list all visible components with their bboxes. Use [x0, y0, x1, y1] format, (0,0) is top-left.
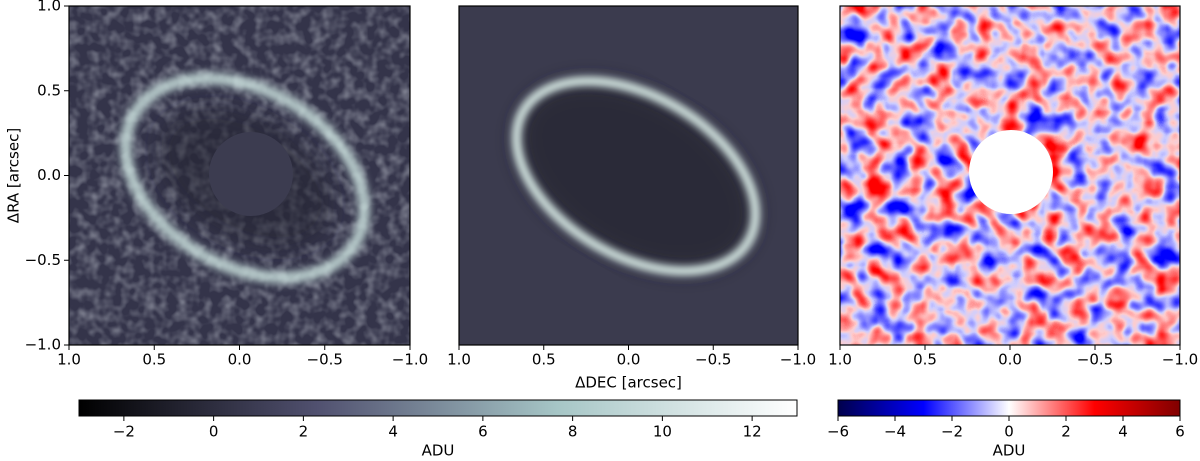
x-tick-label: 0.0 — [998, 351, 1022, 369]
colorbar — [837, 399, 1181, 417]
disk-ring — [119, 72, 371, 284]
x-tick-label: 0.5 — [532, 351, 556, 369]
x-tick-label: 1.0 — [447, 351, 471, 369]
mask — [969, 130, 1053, 214]
x-tick-label: −1.0 — [780, 351, 816, 369]
residual-image — [840, 6, 1180, 345]
x-tick-label: −0.5 — [1077, 351, 1113, 369]
colorbar-tick-label: −2 — [113, 423, 135, 441]
x-tick-label: 1.0 — [828, 351, 852, 369]
x-tick-label: −0.5 — [307, 351, 343, 369]
disk-ring — [512, 76, 760, 276]
colorbar-tick-label: 8 — [568, 423, 578, 441]
disk-interior — [516, 81, 756, 271]
mask — [209, 132, 293, 216]
x-tick-label: −1.0 — [1162, 351, 1198, 369]
x-tick-label: 0.5 — [142, 351, 166, 369]
model-image — [459, 6, 798, 345]
colorbar-tick-label: 4 — [388, 423, 398, 441]
y-tick-label: −1.0 — [25, 336, 61, 354]
x-tick-label: 1.0 — [57, 351, 81, 369]
colorbar-tick-label: 0 — [209, 423, 219, 441]
colorbar-tick-label: 2 — [299, 423, 309, 441]
colorbar-tick-label: 2 — [1061, 423, 1071, 441]
observed-image — [69, 6, 410, 345]
colorbar-tick-label: 0 — [1004, 423, 1014, 441]
x-tick-label: 0.0 — [228, 351, 252, 369]
colorbar-tick-label: −4 — [884, 423, 906, 441]
x-axis-label: ΔDEC [arcsec] — [575, 374, 682, 392]
y-tick-label: 1.0 — [37, 0, 61, 15]
colorbar — [78, 399, 798, 417]
colorbar-label: ADU — [422, 442, 455, 460]
y-tick-label: 0.0 — [37, 166, 61, 184]
x-tick-label: 0.5 — [913, 351, 937, 369]
x-tick-label: −1.0 — [392, 351, 428, 369]
colorbar-tick-label: 12 — [743, 423, 762, 441]
colorbar-tick-label: −6 — [827, 423, 849, 441]
x-tick-label: −0.5 — [695, 351, 731, 369]
y-tick-label: 0.5 — [37, 81, 61, 99]
y-axis-label: ΔRA [arcsec] — [5, 128, 23, 223]
x-tick-label: 0.0 — [617, 351, 641, 369]
colorbar-tick-label: −2 — [941, 423, 963, 441]
colorbar-tick-label: 6 — [478, 423, 488, 441]
colorbar-tick-label: 4 — [1118, 423, 1128, 441]
colorbar-tick-label: 10 — [653, 423, 672, 441]
colorbar-label: ADU — [993, 442, 1026, 460]
colorbar-tick-label: 6 — [1175, 423, 1185, 441]
y-tick-label: −0.5 — [25, 251, 61, 269]
